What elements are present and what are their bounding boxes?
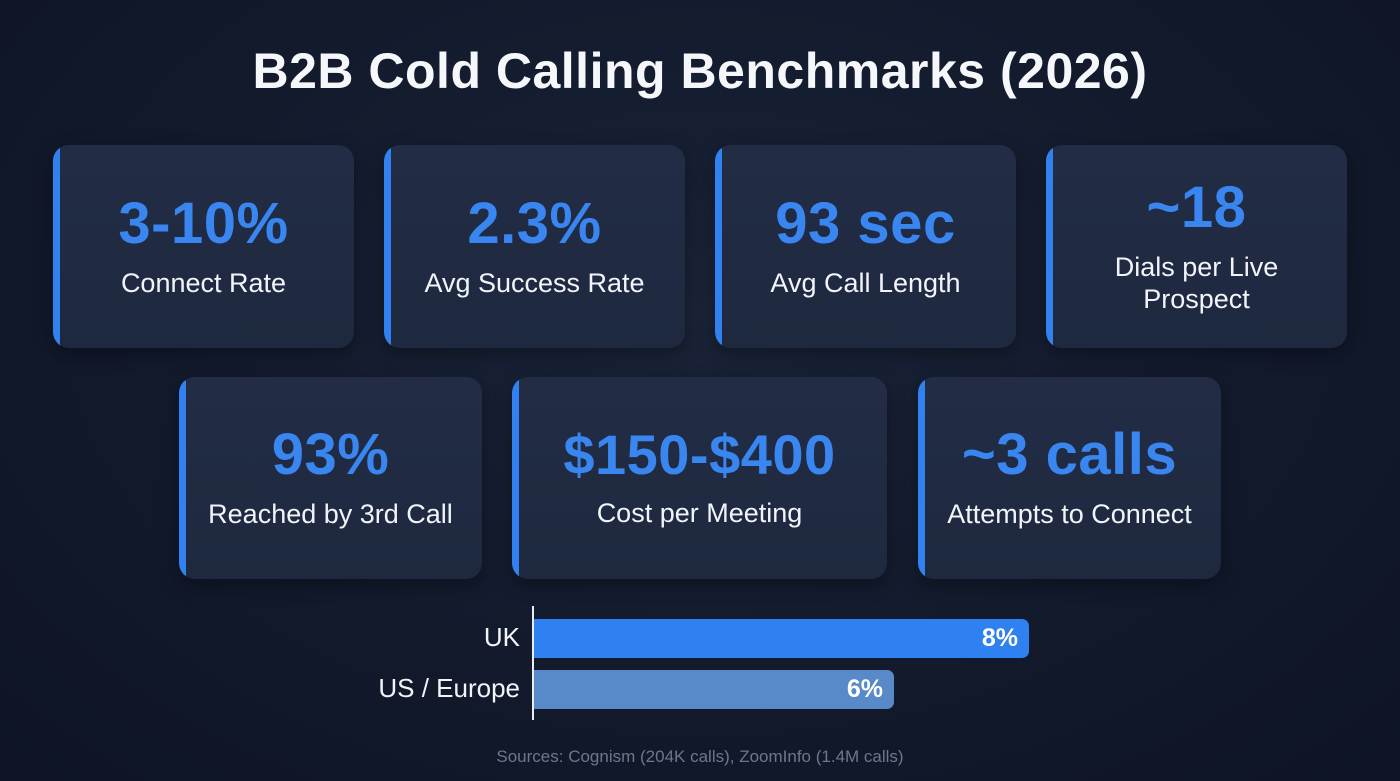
stat-card-attempts: ~3 calls Attempts to Connect [918,377,1221,579]
page-title: B2B Cold Calling Benchmarks (2026) [252,43,1148,99]
stat-value: $150-$400 [563,423,836,486]
stat-value: ~3 calls [961,422,1178,487]
stat-label: Reached by 3rd Call [208,499,453,529]
stat-card-dials-per-prospect: ~18 Dials per Live Prospect [1046,145,1347,348]
stat-label: Attempts to Connect [947,499,1192,529]
bar-label-uk: UK [483,622,520,652]
stat-label: Dials per Live Prospect [1114,251,1279,314]
card-accent-bar [512,377,519,579]
sources-footnote: Sources: Cognism (204K calls), ZoomInfo … [496,747,904,766]
bar-value-us-europe: 6% [846,675,883,703]
stat-value: ~18 [1146,174,1247,240]
bar-label-us-europe: US / Europe [378,673,520,703]
connect-rate-bar-chart: UK 8% US / Europe 6% [360,606,1060,722]
stat-value: 93% [271,422,390,487]
stat-label: Avg Call Length [770,267,961,298]
bar-us-europe: 6% [534,670,894,709]
stat-card-connect-rate: 3-10% Connect Rate [53,145,354,348]
stat-label: Cost per Meeting [596,498,803,528]
chart-axis-line [532,606,534,720]
card-accent-bar [715,145,722,348]
card-accent-bar [1046,145,1053,348]
card-accent-bar [53,145,60,348]
card-accent-bar [179,377,186,579]
stat-card-call-length: 93 sec Avg Call Length [715,145,1016,348]
stat-label: Avg Success Rate [424,267,645,298]
stat-card-cost-per-meeting: $150-$400 Cost per Meeting [512,377,887,579]
stat-label: Connect Rate [120,267,287,298]
stat-value: 3-10% [118,190,289,256]
bar-uk: 8% [534,619,1029,658]
stat-card-reached-by-3rd: 93% Reached by 3rd Call [179,377,482,579]
stat-value: 2.3% [467,190,602,256]
card-accent-bar [918,377,925,579]
bar-value-uk: 8% [981,624,1018,652]
card-accent-bar [384,145,391,348]
stat-value: 93 sec [775,190,956,256]
stat-card-success-rate: 2.3% Avg Success Rate [384,145,685,348]
